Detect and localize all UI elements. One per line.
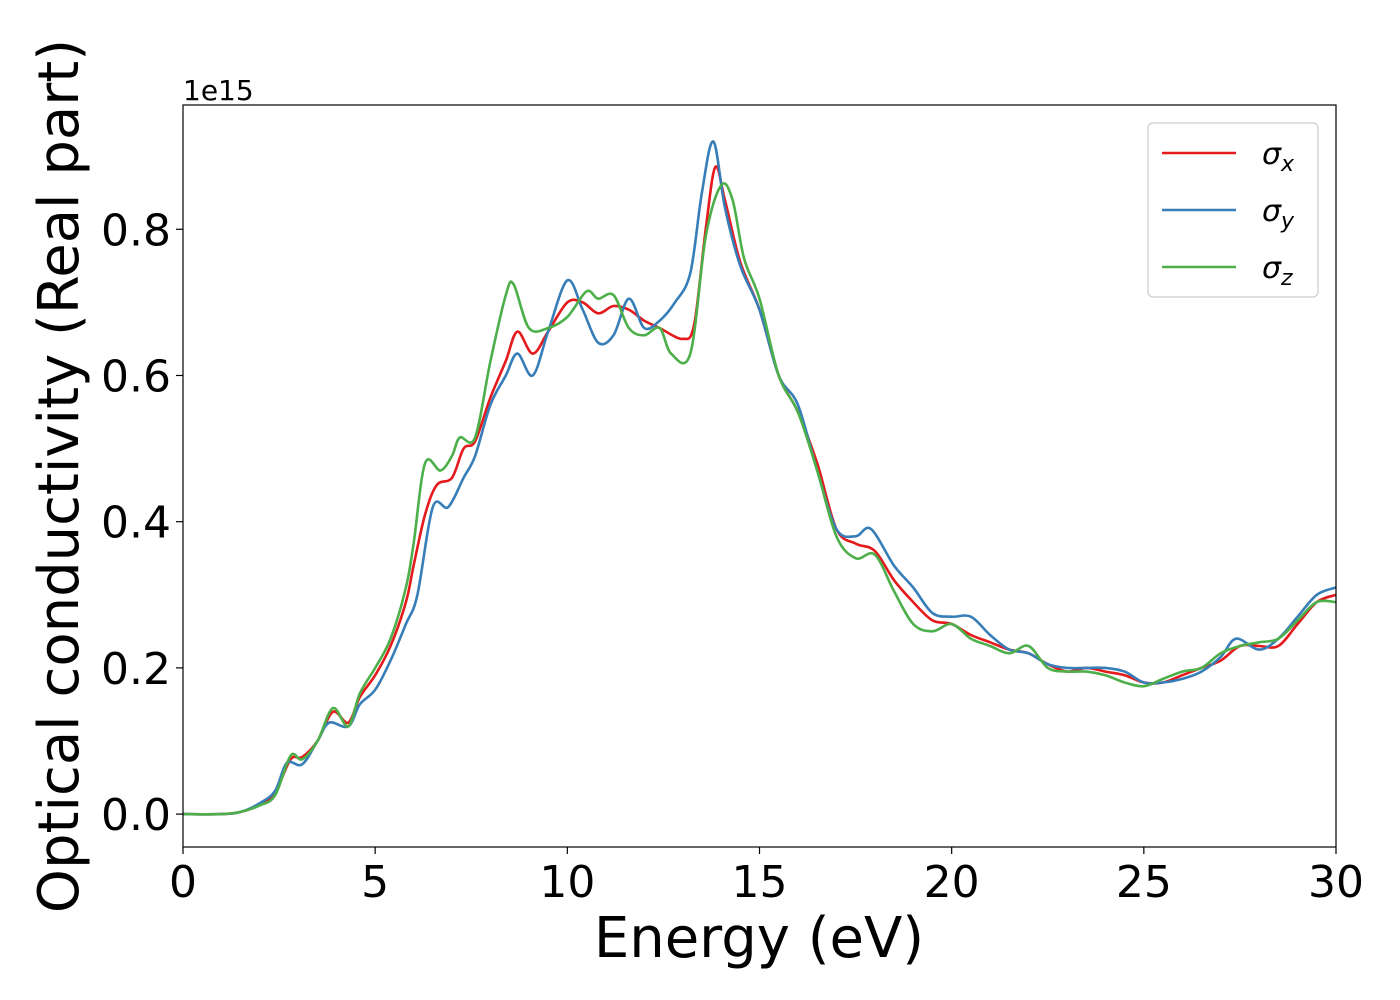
- x-tick-label: 30: [1308, 857, 1364, 908]
- y-axis-ticks: 0.0 0.2 0.4 0.6 0.8: [101, 205, 183, 841]
- legend: σx σy σz: [1147, 122, 1319, 298]
- y-axis-title: Optical conductivity (Real part): [27, 39, 92, 913]
- plot-area: [183, 105, 1336, 847]
- series-line-z: [183, 182, 1336, 816]
- series-line-x: [183, 165, 1336, 816]
- x-tick-label: 0: [169, 857, 197, 908]
- y-tick-label: 0.6: [101, 351, 171, 402]
- legend-label-x: σx: [1262, 137, 1295, 177]
- x-axis-title: Energy (eV): [594, 906, 924, 971]
- x-tick-label: 5: [361, 857, 389, 908]
- x-tick-label: 25: [1116, 857, 1172, 908]
- y-offset-label: 1e15: [183, 74, 254, 107]
- y-tick-label: 0.0: [101, 790, 171, 841]
- x-tick-label: 20: [924, 857, 980, 908]
- x-tick-label: 10: [539, 857, 595, 908]
- y-tick-label: 0.2: [101, 644, 171, 695]
- legend-label-y: σy: [1262, 194, 1295, 234]
- y-tick-label: 0.8: [101, 205, 171, 256]
- x-tick-label: 15: [732, 857, 788, 908]
- y-tick-label: 0.4: [101, 498, 171, 549]
- series-line-y: [183, 140, 1336, 816]
- series-layer: [183, 140, 1336, 816]
- x-axis-ticks: 0 5 10 15 20 25 30: [169, 847, 1364, 908]
- legend-label-z: σz: [1262, 251, 1293, 291]
